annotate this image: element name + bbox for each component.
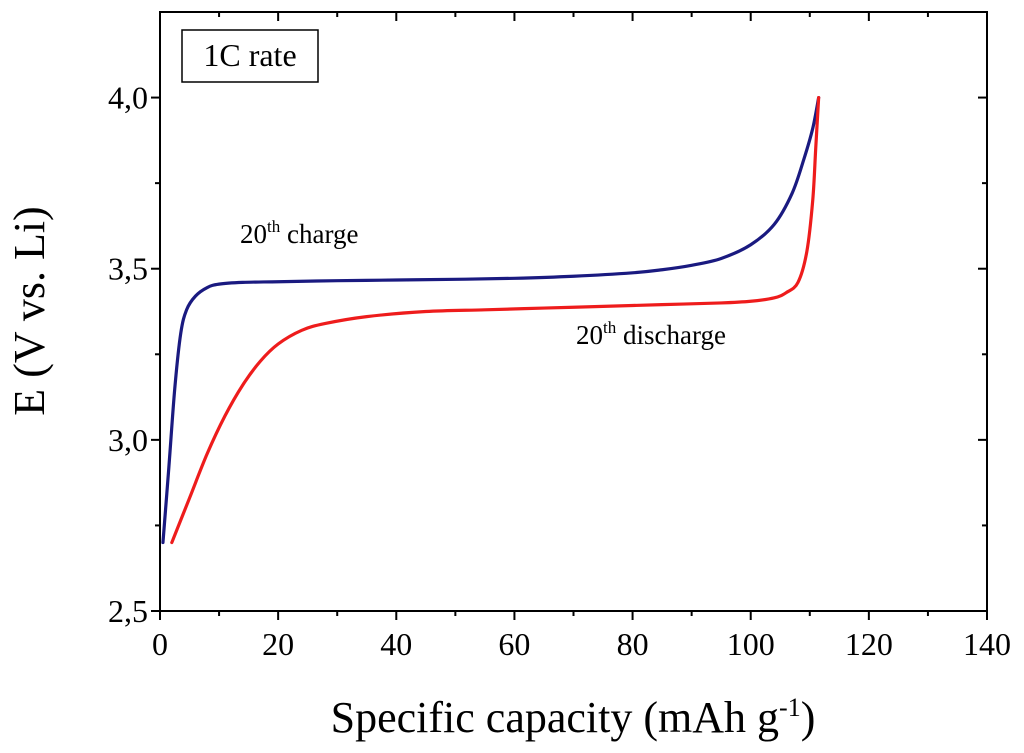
x-tick-label: 120 <box>845 626 893 662</box>
y-tick-label: 2,5 <box>108 593 148 629</box>
x-tick-label: 40 <box>380 626 412 662</box>
discharge-annotation: 20th discharge <box>576 318 726 350</box>
inset-label: 1C rate <box>203 37 296 73</box>
series-layer <box>161 95 821 545</box>
x-tick-label: 100 <box>727 626 775 662</box>
series-charge-line <box>161 95 821 545</box>
x-axis-title: Specific capacity (mAh g-1) <box>331 693 816 742</box>
y-tick-labels: 2,5 3,0 3,5 4,0 <box>108 80 148 629</box>
y-tick-label: 3,0 <box>108 422 148 458</box>
x-tick-label: 20 <box>262 626 294 662</box>
x-tick-label: 0 <box>152 626 168 662</box>
x-tick-labels: 0 20 40 60 80 100 120 140 <box>152 626 1011 662</box>
inset-label-box <box>181 29 319 83</box>
x-tick-label: 80 <box>617 626 649 662</box>
x-tick-label: 140 <box>963 626 1011 662</box>
y-tick-label: 4,0 <box>108 80 148 116</box>
y-axis-title: E (V vs. Li) <box>5 206 54 415</box>
x-tick-label: 60 <box>498 626 530 662</box>
y-tick-label: 3,5 <box>108 251 148 287</box>
tick-marks <box>151 12 988 620</box>
plot-frame <box>159 11 988 612</box>
charge-annotation: 20th charge <box>240 217 358 249</box>
series-discharge-line <box>170 95 821 545</box>
